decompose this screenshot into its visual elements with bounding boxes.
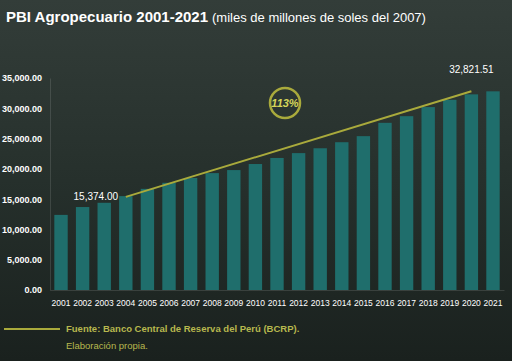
x-tick-label: 2020 xyxy=(462,298,481,308)
y-tick-label: 35,000.00 xyxy=(2,73,42,83)
trend-line xyxy=(126,91,472,197)
chart: PBI Agropecuario 2001-2021 (miles de mill… xyxy=(0,0,512,361)
bar xyxy=(314,148,327,290)
x-tick-label: 2001 xyxy=(52,298,71,308)
footer-text: Fuente: Banco Central de Reserva del Per… xyxy=(66,323,299,334)
bar xyxy=(184,178,197,290)
bar xyxy=(206,173,219,290)
x-tick: 2020 xyxy=(462,290,481,308)
x-tick: 2004 xyxy=(116,290,135,308)
x-tick: 2001 xyxy=(52,290,71,308)
y-tick-label: 20,000.00 xyxy=(2,164,42,174)
plot-area xyxy=(54,91,499,290)
y-tick: 30,000.00 xyxy=(2,104,50,114)
bar xyxy=(443,100,456,290)
trend-label: 32,821.51 xyxy=(449,64,494,75)
y-tick-label: 0.00 xyxy=(24,285,42,295)
y-tick: 15,000.00 xyxy=(2,195,50,205)
bar xyxy=(292,153,305,290)
x-tick-label: 2004 xyxy=(116,298,135,308)
footer-rule xyxy=(4,328,60,330)
bar xyxy=(227,170,240,290)
x-tick: 2019 xyxy=(440,290,459,308)
x-tick-label: 2013 xyxy=(311,298,330,308)
x-tick: 2013 xyxy=(311,290,330,308)
y-tick: 20,000.00 xyxy=(2,164,50,174)
bar xyxy=(378,123,391,290)
x-tick: 2018 xyxy=(419,290,438,308)
bar xyxy=(421,107,434,290)
x-tick: 2016 xyxy=(376,290,395,308)
x-tick-label: 2019 xyxy=(440,298,459,308)
title: PBI Agropecuario 2001-2021 xyxy=(6,8,208,25)
bar xyxy=(270,158,283,290)
x-tick-label: 2012 xyxy=(289,298,308,308)
bar xyxy=(162,183,175,290)
y-axis-line xyxy=(50,79,51,291)
bar xyxy=(357,136,370,290)
x-tick-label: 2018 xyxy=(419,298,438,308)
x-tick-label: 2021 xyxy=(484,298,503,308)
x-tick-label: 2009 xyxy=(224,298,243,308)
x-tick: 2005 xyxy=(138,290,157,308)
bar xyxy=(141,189,154,290)
x-tick-label: 2005 xyxy=(138,298,157,308)
x-tick-label: 2003 xyxy=(95,298,114,308)
x-tick-label: 2006 xyxy=(160,298,179,308)
x-axis-line xyxy=(51,290,505,291)
subtitle: (miles de millones de soles del 2007) xyxy=(212,10,426,25)
x-tick: 2017 xyxy=(397,290,416,308)
x-tick: 2011 xyxy=(268,290,287,308)
bar xyxy=(76,207,89,290)
x-tick-label: 2011 xyxy=(268,298,287,308)
x-tick: 2010 xyxy=(246,290,265,308)
bar xyxy=(249,164,262,290)
y-tick-label: 25,000.00 xyxy=(2,134,42,144)
bar xyxy=(98,203,111,290)
x-tick-label: 2007 xyxy=(181,298,200,308)
bar xyxy=(54,215,67,290)
y-tick-label: 5,000.00 xyxy=(7,255,42,265)
bar xyxy=(335,142,348,290)
x-tick: 2006 xyxy=(160,290,179,308)
x-tick: 2007 xyxy=(181,290,200,308)
background xyxy=(0,0,512,361)
x-axis: 2001200220032004200520062007200820092010… xyxy=(51,290,505,308)
x-tick-label: 2014 xyxy=(332,298,351,308)
y-tick-label: 15,000.00 xyxy=(2,195,42,205)
x-tick: 2009 xyxy=(224,290,243,308)
x-tick: 2021 xyxy=(484,290,503,308)
x-tick-label: 2008 xyxy=(203,298,222,308)
x-tick: 2008 xyxy=(203,290,222,308)
x-tick-label: 2017 xyxy=(397,298,416,308)
y-axis: 0.00 5,000.00 10,000.00 15,000.00 20,000.00 2… xyxy=(2,73,51,295)
bar xyxy=(465,94,478,290)
x-tick-label: 2016 xyxy=(376,298,395,308)
x-tick: 2015 xyxy=(354,290,373,308)
y-tick-label: 30,000.00 xyxy=(2,104,42,114)
x-tick: 2002 xyxy=(73,290,92,308)
x-tick: 2012 xyxy=(289,290,308,308)
y-tick: 10,000.00 xyxy=(2,225,50,235)
bar xyxy=(486,91,499,290)
annotation-ring xyxy=(270,88,300,118)
y-tick: 25,000.00 xyxy=(2,134,50,144)
y-tick: 0.00 xyxy=(24,285,50,295)
y-tick: 5,000.00 xyxy=(7,255,50,265)
trend-label: 15,374.00 xyxy=(74,191,119,202)
title-line: PBI Agropecuario 2001-2021 (miles de mill… xyxy=(6,8,426,25)
y-tick: 35,000.00 xyxy=(2,73,50,83)
bar xyxy=(119,196,132,290)
x-tick-label: 2002 xyxy=(73,298,92,308)
x-tick: 2003 xyxy=(95,290,114,308)
bar xyxy=(400,116,413,290)
y-tick-label: 10,000.00 xyxy=(2,225,42,235)
footer-text: Elaboración propia. xyxy=(66,340,148,351)
x-tick-label: 2010 xyxy=(246,298,265,308)
annotation: 113% xyxy=(271,97,299,109)
x-tick: 2014 xyxy=(332,290,351,308)
x-tick-label: 2015 xyxy=(354,298,373,308)
